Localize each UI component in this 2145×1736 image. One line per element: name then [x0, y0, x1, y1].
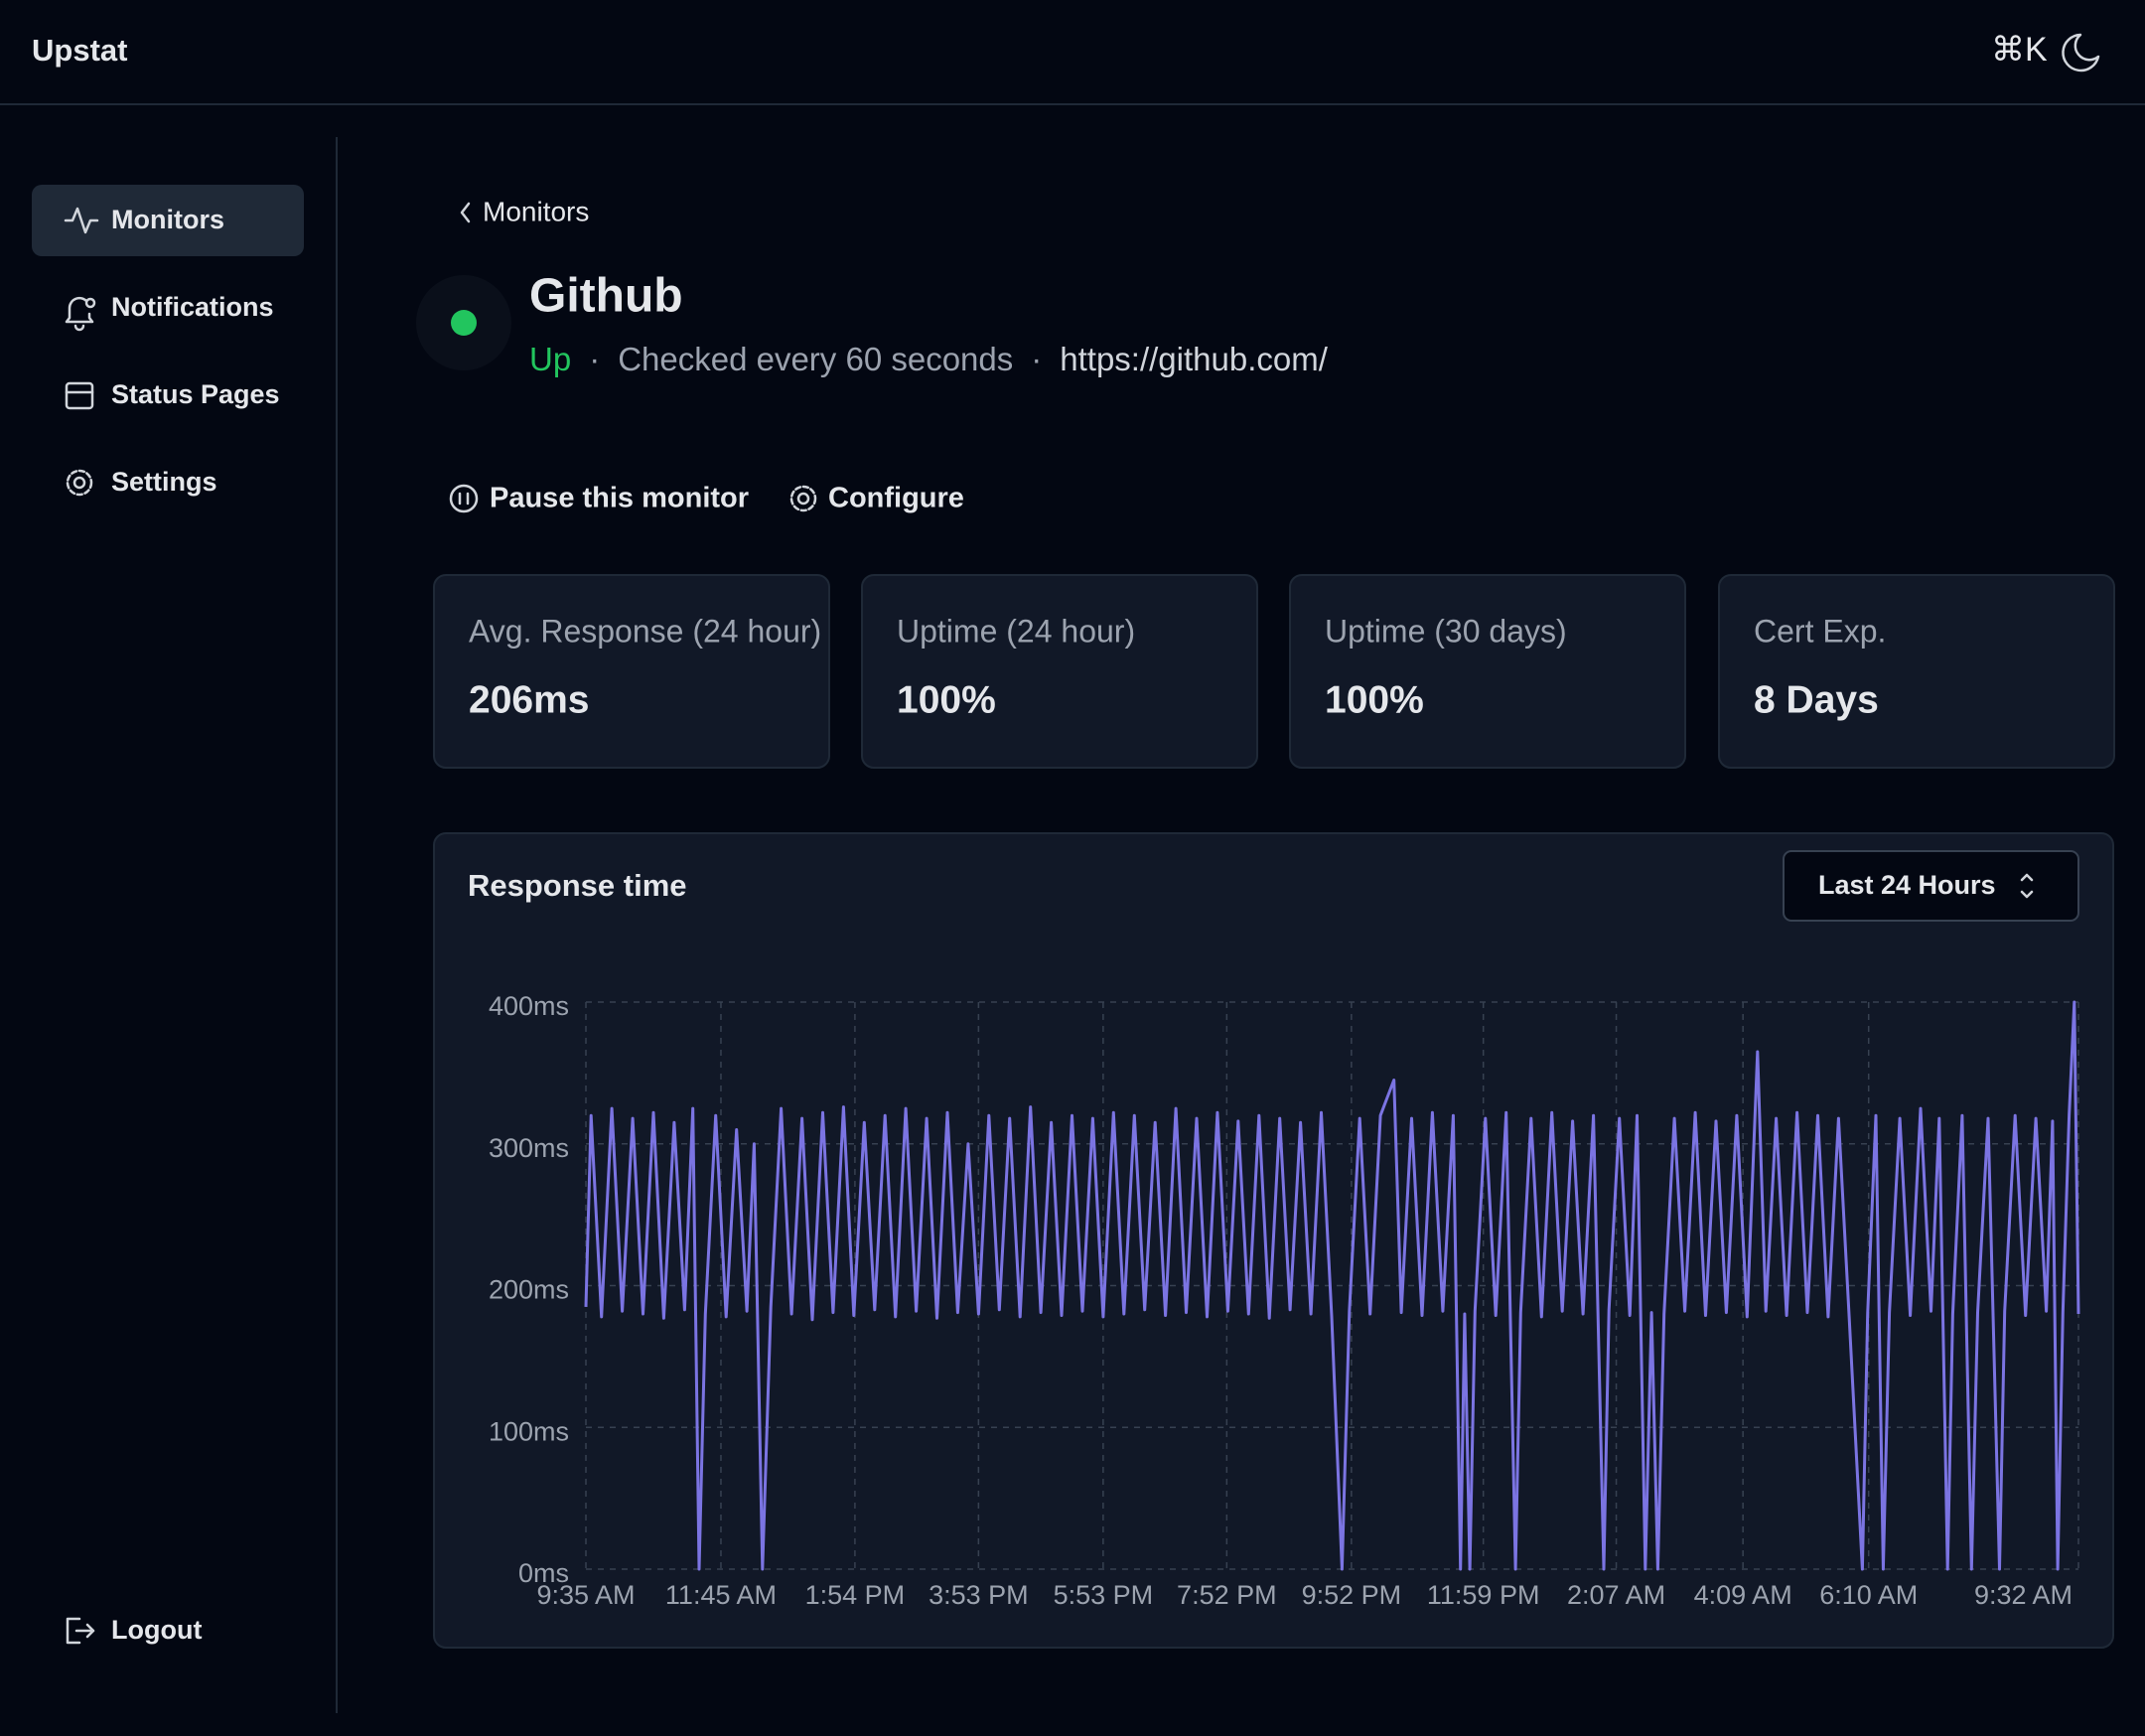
y-tick-label: 200ms [489, 1275, 569, 1305]
stat-value: 100% [1325, 678, 1424, 721]
nav-item[interactable]: Monitors [111, 205, 224, 234]
configure-icon-center [796, 492, 810, 506]
stat-card [1718, 574, 2115, 769]
shortcut[interactable]: ⌘K [1991, 31, 2048, 69]
x-tick-label: 1:54 PM [805, 1580, 906, 1610]
x-tick-label: 11:59 PM [1427, 1580, 1540, 1610]
interval: Checked every 60 seconds [618, 341, 1013, 377]
stat-label: Uptime (24 hour) [897, 613, 1135, 649]
pause-icon [449, 484, 479, 513]
x-tick-label: 7:52 PM [1177, 1580, 1277, 1610]
stat-label: Avg. Response (24 hour) [469, 613, 821, 649]
y-tick-label: 400ms [489, 991, 569, 1021]
x-tick-label: 4:09 AM [1694, 1580, 1792, 1610]
stat-label: Cert Exp. [1754, 613, 1886, 649]
y-tick-label: 100ms [489, 1416, 569, 1446]
x-tick-label: 5:53 PM [1054, 1580, 1154, 1610]
stat-label: Uptime (30 days) [1325, 613, 1567, 649]
back-link[interactable]: Monitors [483, 196, 589, 226]
stat-card [1289, 574, 1686, 769]
logout[interactable]: Logout [111, 1615, 202, 1645]
status-dot [451, 310, 477, 336]
status-pages-icon [65, 381, 94, 410]
x-tick-label: 9:52 PM [1302, 1580, 1402, 1610]
url[interactable]: https://github.com/ [1060, 341, 1328, 377]
settings-icon [66, 469, 93, 497]
monitor-info: Up · Checked every 60 seconds · https://gith… [529, 341, 1329, 377]
configure-icon [789, 485, 817, 512]
status: Up [529, 341, 571, 377]
brand[interactable]: Upstat [32, 33, 127, 68]
notifications-icon [65, 296, 94, 332]
x-tick-label: 6:10 AM [1819, 1580, 1918, 1610]
settings-icon-center [72, 476, 86, 490]
back-icon [460, 202, 471, 223]
configure-button[interactable]: Configure [828, 483, 964, 514]
x-tick-label: 3:53 PM [929, 1580, 1029, 1610]
range-select[interactable] [1783, 850, 2079, 922]
select-chevron [2020, 873, 2034, 899]
x-tick-label: 2:07 AM [1567, 1580, 1665, 1610]
stat-value: 206ms [469, 678, 589, 721]
stat-value: 100% [897, 678, 996, 721]
stat-card [861, 574, 1258, 769]
monitors-icon [64, 207, 99, 234]
separator: · [1031, 341, 1042, 377]
logout-icon [66, 1617, 95, 1645]
chart-title: Response time [468, 868, 687, 903]
pause-icon-bars [458, 492, 470, 506]
theme-toggle[interactable] [2062, 33, 2100, 72]
range-select-label[interactable]: Last 24 Hours [1818, 870, 1996, 900]
stat-card [433, 574, 830, 769]
pause-button[interactable]: Pause this monitor [490, 483, 749, 514]
monitor-name: Github [529, 270, 683, 323]
y-tick-label: 0ms [518, 1558, 569, 1588]
nav-item[interactable]: Status Pages [111, 379, 280, 409]
response-line [584, 1000, 2080, 1571]
notifications-icon-dot [84, 297, 96, 309]
y-tick-label: 300ms [489, 1133, 569, 1163]
x-tick-label: 9:35 AM [536, 1580, 635, 1610]
stat-value: 8 Days [1754, 678, 1879, 721]
nav-item[interactable]: Settings [111, 467, 217, 497]
x-tick-label: 11:45 AM [665, 1580, 777, 1610]
x-tick-label: 9:32 AM [1974, 1580, 2073, 1610]
nav-item[interactable]: Notifications [111, 292, 274, 322]
separator: · [589, 341, 600, 377]
active-nav-bg [32, 185, 304, 256]
